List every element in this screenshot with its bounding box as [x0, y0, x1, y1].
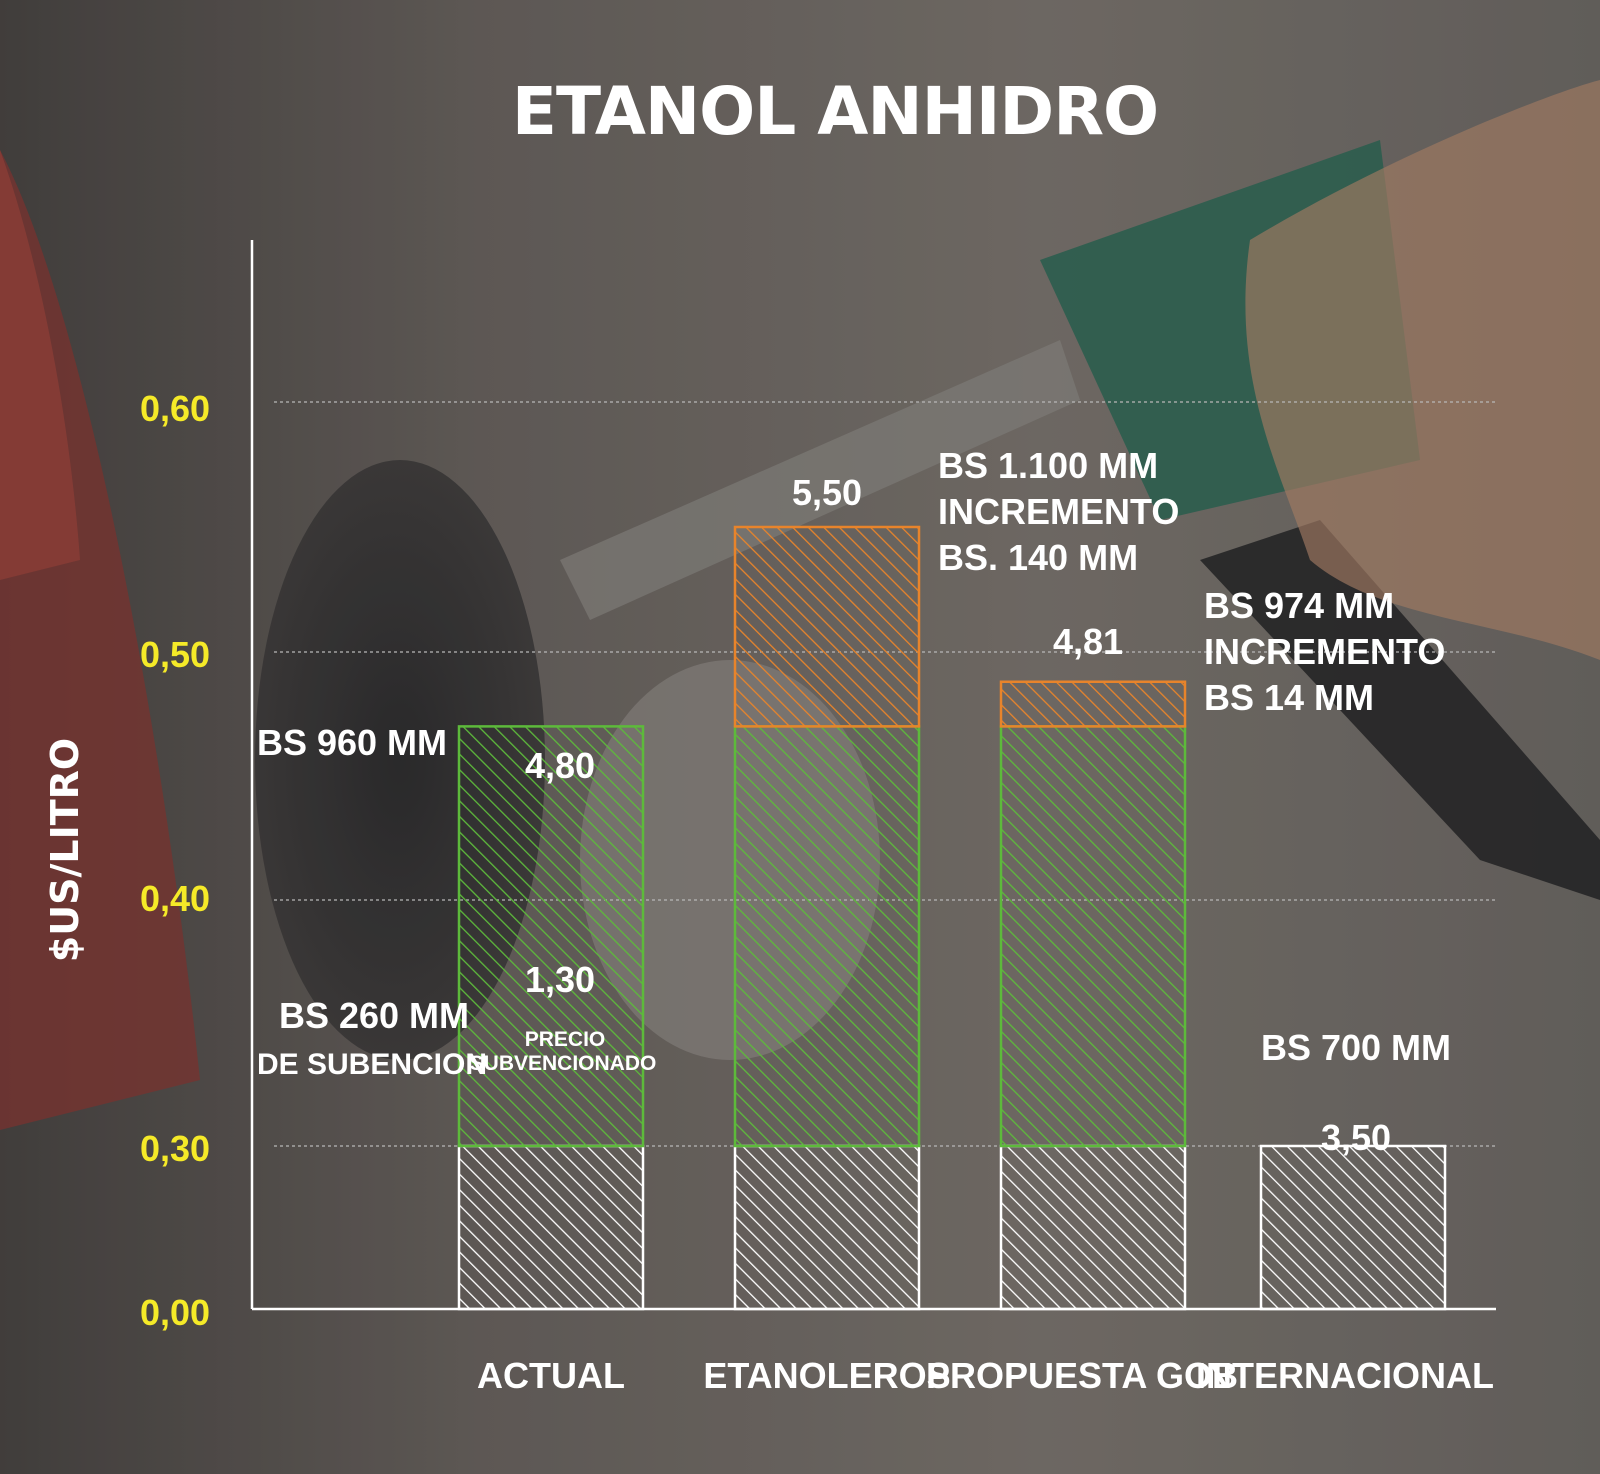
label-propuesta-bs-1: BS 974 MM	[1204, 585, 1394, 626]
label-actual-bs-top: BS 960 MM	[257, 722, 447, 763]
label-actual-bs-sub-1: BS 260 MM	[279, 995, 469, 1036]
y-tick-label: 0,00	[140, 1292, 210, 1333]
y-tick-label: 0,50	[140, 634, 210, 675]
label-propuesta-top: 4,81	[1053, 621, 1123, 662]
bar-segment	[733, 525, 921, 728]
label-etanoleros-bs-3: BS. 140 MM	[938, 537, 1138, 578]
chart-title: ETANOL ANHIDRO	[512, 73, 1158, 150]
y-tick-label: 0,30	[140, 1128, 210, 1169]
label-actual-mid: 1,30	[525, 959, 595, 1000]
bar-segment	[733, 725, 921, 1148]
y-tick-label: 0,60	[140, 388, 210, 429]
label-internacional-inner: 3,50	[1321, 1117, 1391, 1158]
x-tick-label: ACTUAL	[477, 1355, 625, 1396]
bar-segment	[999, 725, 1187, 1148]
bar-segment	[999, 1144, 1187, 1311]
bar-segment	[733, 1144, 921, 1311]
axes	[250, 240, 1496, 1311]
label-propuesta-bs-2: INCREMENTO	[1204, 631, 1445, 672]
bar-segment	[457, 1144, 645, 1311]
x-tick-label: INTERNACIONAL	[1196, 1355, 1494, 1396]
x-tick-label: PROPUESTA GOB	[926, 1355, 1238, 1396]
label-etanoleros-bs-2: INCREMENTO	[938, 491, 1179, 532]
label-internacional-top: BS 700 MM	[1261, 1027, 1451, 1068]
x-tick-label: ETANOLEROS	[703, 1355, 950, 1396]
label-actual-precio-2: SUBVENCIONADO	[470, 1052, 657, 1075]
label-etanoleros-top: 5,50	[792, 472, 862, 513]
bars	[457, 525, 1447, 1311]
y-axis-label: $US/LITRO	[43, 738, 87, 962]
label-actual-precio-1: PRECIO	[525, 1028, 606, 1051]
label-etanoleros-bs-1: BS 1.100 MM	[938, 445, 1158, 486]
y-ticks: 0,00 0,30 0,40 0,50 0,60	[140, 388, 210, 1333]
label-propuesta-bs-3: BS 14 MM	[1204, 677, 1374, 718]
bar-segment	[999, 680, 1187, 728]
bar-segment	[457, 725, 645, 1148]
data-labels: BS 960 MM 4,80 1,30 PRECIO SUBVENCIONADO…	[257, 445, 1451, 1158]
y-tick-label: 0,40	[140, 878, 210, 919]
label-actual-bs-sub-2: DE SUBENCION	[257, 1048, 487, 1081]
bar-segment	[1259, 1144, 1447, 1311]
label-actual-top: 4,80	[525, 745, 595, 786]
